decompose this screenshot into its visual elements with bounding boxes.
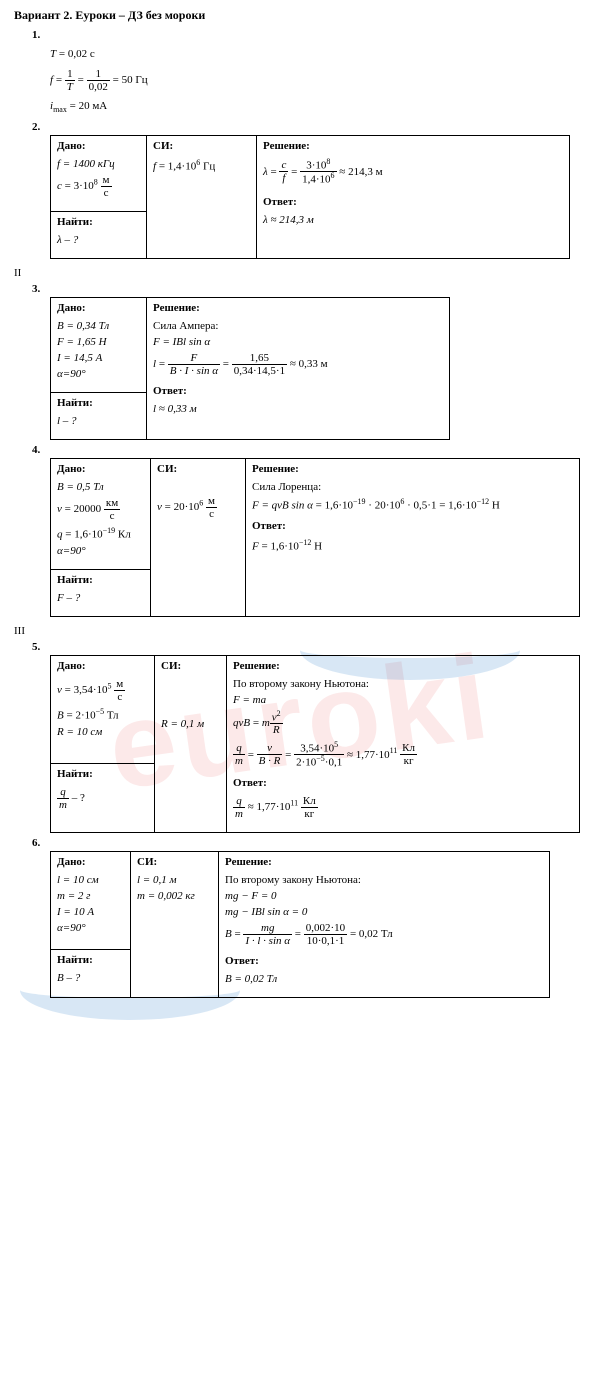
dano-label: Дано:: [57, 660, 148, 672]
si-label: СИ:: [157, 463, 239, 475]
page-title: Вариант 2. Еуроки – ДЗ без мороки: [14, 8, 586, 23]
problem-number: 4.: [32, 444, 586, 456]
naiti-label: Найти:: [57, 954, 124, 966]
otvet-label: Ответ:: [263, 196, 563, 208]
problem-table: Дано: B = 0,5 Тл v = 20000 кмс q = 1,6·1…: [50, 458, 580, 617]
problem-number: 3.: [32, 283, 586, 295]
problem-number: 5.: [32, 641, 586, 653]
si-label: СИ:: [137, 856, 212, 868]
p1-lines: T = 0,02 с f = 1T = 10,02 = 50 Гц imax =…: [50, 45, 586, 117]
reshenie-label: Решение:: [263, 140, 563, 152]
reshenie-label: Решение:: [225, 856, 543, 868]
reshenie-label: Решение:: [153, 302, 443, 314]
dano-label: Дано:: [57, 463, 144, 475]
section-label: III: [14, 625, 586, 637]
dano-label: Дано:: [57, 302, 140, 314]
otvet-label: Ответ:: [225, 955, 543, 967]
reshenie-label: Решение:: [252, 463, 573, 475]
problem-table: Дано: B = 0,34 Тл F = 1,65 Н I = 14,5 А …: [50, 297, 450, 440]
naiti-label: Найти:: [57, 574, 144, 586]
otvet-label: Ответ:: [252, 520, 573, 532]
si-label: СИ:: [161, 660, 220, 672]
problem-table: Дано: l = 10 см m = 2 г I = 10 А α=90° С…: [50, 851, 550, 998]
problem-table: Дано: f = 1400 кГц c = 3·108 мс СИ: f = …: [50, 135, 570, 259]
problem-table: Дано: v = 3,54·105 мс B = 2·10−5 Тл R = …: [50, 655, 580, 834]
problem-number: 6.: [32, 837, 586, 849]
si-label: СИ:: [153, 140, 250, 152]
reshenie-label: Решение:: [233, 660, 573, 672]
naiti-label: Найти:: [57, 216, 140, 228]
naiti-label: Найти:: [57, 768, 148, 780]
naiti-label: Найти:: [57, 397, 140, 409]
problem-number: 1.: [32, 29, 586, 41]
problem-number: 2.: [32, 121, 586, 133]
section-label: II: [14, 267, 586, 279]
dano-label: Дано:: [57, 140, 140, 152]
otvet-label: Ответ:: [233, 777, 573, 789]
dano-label: Дано:: [57, 856, 124, 868]
otvet-label: Ответ:: [153, 385, 443, 397]
